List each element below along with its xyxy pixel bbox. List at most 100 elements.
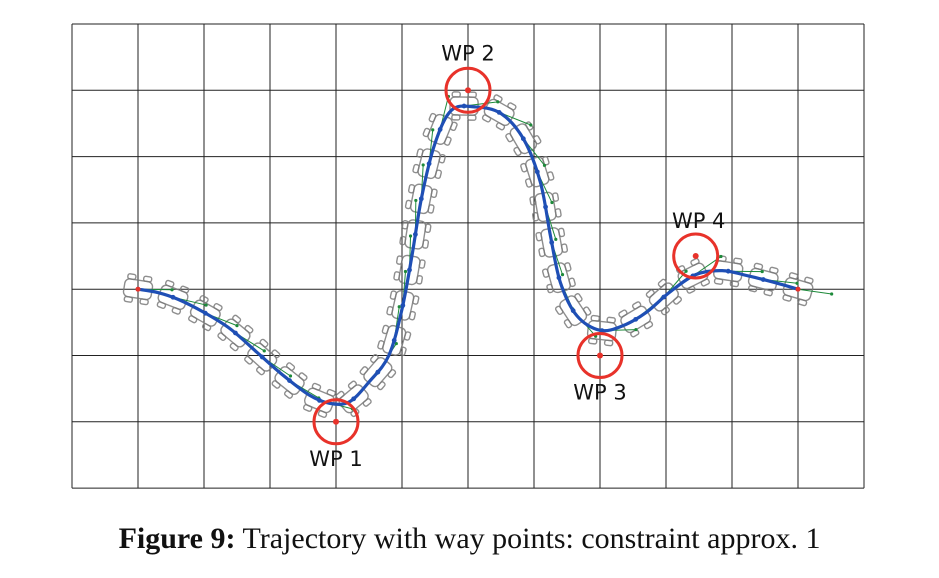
vehicle-wheel (729, 280, 740, 288)
vehicle-wheel (412, 163, 420, 174)
caption-label: Figure 9: (118, 522, 236, 555)
vehicle-wheel (769, 266, 779, 275)
heading-arrow-tip (421, 163, 425, 167)
vehicle-wheel (643, 320, 654, 330)
heading-arrow (797, 288, 832, 295)
vehicle-wheel (568, 277, 576, 288)
vehicle-wheel (418, 259, 426, 269)
vehicle-wheel (393, 271, 401, 281)
trajectory-sample-point (520, 136, 526, 142)
vehicle-wheel (538, 247, 546, 258)
grid (71, 23, 865, 489)
vehicle-wheel (552, 192, 560, 202)
heading-arrow-tip (542, 163, 547, 167)
vehicle-wheel (259, 338, 269, 348)
trajectory-sample-point (412, 232, 418, 237)
vehicle-wheel (171, 306, 182, 315)
vehicle-wheel (467, 114, 477, 121)
vehicle-wheel (542, 156, 550, 166)
vehicle-wheel (298, 372, 308, 381)
vehicle-wheel (213, 302, 223, 312)
trajectory-sample-point (375, 369, 381, 375)
trajectory-sample-point (543, 204, 548, 210)
vehicle-wheel (302, 404, 313, 412)
vehicle-wheel (244, 355, 254, 365)
vehicle-wheel (399, 235, 407, 246)
vehicle-wheel (546, 171, 555, 181)
vehicle-wheel (493, 94, 503, 103)
trajectory-sample-point (534, 169, 540, 175)
waypoint: WP 4 (672, 209, 725, 280)
vehicle-wheel (631, 301, 642, 310)
vehicle-wheel (574, 293, 583, 303)
heading-arrow-tip (684, 269, 688, 273)
vehicle-wheel (618, 309, 628, 318)
vehicle-wheel (232, 314, 242, 324)
trajectory-sample-point (170, 294, 176, 300)
vehicle-wheel (645, 289, 655, 299)
trajectory-path (135, 103, 801, 406)
vehicle-wheel (481, 114, 492, 123)
vehicle-wheel (199, 295, 209, 304)
vehicle-wheel (788, 272, 799, 280)
heading-arrow-tip (529, 123, 533, 127)
vehicle-body (483, 98, 515, 127)
vehicle-wheel (139, 298, 149, 306)
vehicle-wheel (285, 362, 296, 371)
vehicle-wheel (449, 121, 458, 132)
vehicle-wheel (513, 146, 522, 157)
heading-arrow-tip (795, 281, 799, 285)
vehicle-wheel (403, 331, 412, 341)
heading-arrow-tip (414, 198, 418, 203)
vehicle-wheel (395, 255, 404, 265)
trajectory-sample-point (391, 337, 397, 343)
waypoint: WP 3 (573, 332, 627, 405)
heading-arrow-tip (634, 328, 638, 332)
vehicle-wheel (370, 354, 379, 364)
vehicle-wheel (401, 220, 409, 230)
vehicle-wheel (505, 132, 514, 143)
vehicle-wheel (347, 380, 357, 390)
vehicle-wheel (438, 153, 446, 164)
vehicle-wheel (554, 208, 562, 218)
vehicle-wheel (467, 91, 477, 98)
heading-arrow-tip (235, 324, 239, 328)
waypoint-label: WP 1 (309, 447, 362, 471)
vehicle-footprints (122, 91, 814, 419)
vehicle-wheel (672, 295, 682, 305)
vehicle-wheel (244, 324, 254, 334)
trajectory-sample-point (556, 275, 562, 281)
heading-arrow-tip (204, 303, 208, 307)
vehicle-wheel (142, 275, 153, 283)
vehicle-wheel (529, 196, 537, 206)
vehicle-wheel (451, 91, 461, 98)
end-point (795, 286, 801, 292)
vehicle-wheel (179, 285, 190, 294)
vehicle-body (586, 319, 618, 342)
vehicle-wheel (123, 295, 134, 303)
heading-arrow-tip (830, 292, 834, 296)
vehicle-wheel (541, 268, 550, 278)
waypoint-center (465, 87, 471, 94)
trajectory-sample-point (437, 126, 443, 132)
waypoint-circle (672, 232, 720, 280)
vehicle-wheel (782, 294, 792, 302)
vehicle-wheel (255, 366, 266, 376)
vehicle-wheel (326, 388, 336, 397)
trajectory-sample-point (570, 308, 576, 314)
vehicle-wheel (690, 257, 700, 267)
heading-arrow-tip (262, 349, 266, 353)
vehicle-wheel (733, 257, 743, 265)
waypoint-center (333, 418, 339, 425)
trajectory-sample-point (760, 277, 766, 282)
vehicle-wheel (535, 231, 543, 242)
trajectory-sample-point (233, 330, 238, 336)
vehicle-wheel (359, 366, 369, 376)
vehicle-wheel (560, 243, 569, 253)
vehicle-wheel (271, 349, 281, 359)
vehicle-wheel (271, 380, 281, 389)
vehicle-wheel (630, 329, 640, 338)
vehicle-wheel (404, 199, 413, 210)
heading-arrow-tip (496, 100, 500, 104)
vehicle-wheel (376, 381, 386, 391)
